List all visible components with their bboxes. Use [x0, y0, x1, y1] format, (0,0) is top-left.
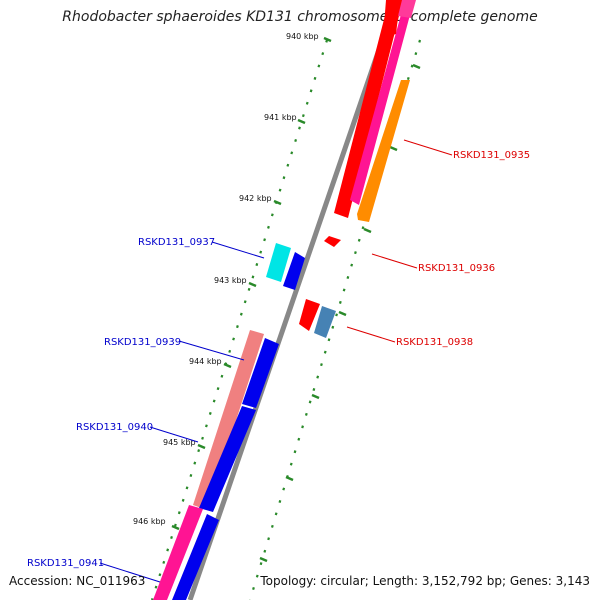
gene-label-RSKD131_0939[interactable]: RSKD131_0939: [104, 337, 181, 348]
gene-RSKD131_0940[interactable]: [199, 406, 256, 512]
gene-orange-forward[interactable]: [357, 80, 410, 222]
genome-summary: Topology: circular; Length: 3,152,792 bp…: [260, 574, 590, 588]
map-title: Rhodobacter sphaeroides KD131 chromosome…: [62, 9, 538, 25]
gene-RSKD131_0936[interactable]: [324, 236, 341, 247]
gene-label-RSKD131_0938[interactable]: RSKD131_0938: [396, 337, 473, 348]
gene-label-RSKD131_0937[interactable]: RSKD131_0937: [138, 237, 215, 248]
gene-pink-forward[interactable]: [350, 0, 414, 205]
gene-label-RSKD131_0940[interactable]: RSKD131_0940: [76, 422, 153, 433]
gene-RSKD131_0939-cds[interactable]: [242, 338, 279, 408]
gene-RSKD131_0938[interactable]: [299, 299, 320, 331]
kbp-label: 942 kbp: [239, 194, 272, 203]
kbp-label: 944 kbp: [189, 357, 222, 366]
kbp-label: 946 kbp: [133, 517, 166, 526]
gene-RSKD131_0937[interactable]: [266, 243, 291, 282]
gene-RSKD131_0939[interactable]: [193, 330, 264, 510]
kbp-label: 943 kbp: [214, 276, 247, 285]
gene-red-top[interactable]: [383, 0, 400, 38]
gene-pink-top[interactable]: [398, 0, 416, 18]
kbp-label: 941 kbp: [264, 113, 297, 122]
kbp-label: 940 kbp: [286, 32, 319, 41]
gene-reverse-0937b[interactable]: [283, 252, 305, 290]
accession-text: Accession: NC_011963: [9, 574, 146, 588]
gene-RSKD131_0938-feature[interactable]: [314, 306, 336, 338]
gene-label-RSKD131_0936[interactable]: RSKD131_0936: [418, 263, 495, 274]
gene-label-RSKD131_0935[interactable]: RSKD131_0935: [453, 150, 530, 161]
gene-label-RSKD131_0941[interactable]: RSKD131_0941: [27, 558, 104, 569]
kbp-major-ticks: [171, 36, 421, 563]
label-leaders: [99, 139, 453, 583]
gene-RSKD131_0935[interactable]: [334, 0, 403, 218]
gene-RSKD131_0941[interactable]: [153, 505, 203, 600]
gene-RSKD131_0941-cds[interactable]: [172, 514, 219, 600]
kbp-label: 945 kbp: [163, 438, 196, 447]
chromosome-backbone: [187, 0, 399, 600]
